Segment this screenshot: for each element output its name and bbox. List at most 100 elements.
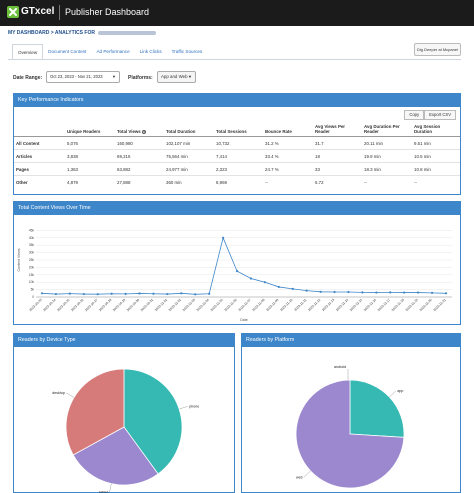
- x-tick-label: 2023-11-02: [168, 298, 182, 312]
- data-point[interactable]: [235, 270, 239, 273]
- device-chart-title: Readers by Device Type: [14, 334, 234, 347]
- data-point[interactable]: [208, 292, 211, 295]
- platforms-select[interactable]: App and Web ▼: [157, 71, 196, 83]
- kpi-cell: 33: [313, 162, 362, 176]
- info-icon[interactable]: ?: [141, 129, 146, 134]
- export-csv-button[interactable]: Export CSV: [424, 110, 456, 120]
- platforms-label: Platforms:: [128, 75, 153, 81]
- platform-pie-chart: app web android: [295, 365, 405, 489]
- pie-slice-desktop[interactable]: [65, 368, 125, 456]
- x-tick-label: 2023-10-23: [28, 298, 43, 313]
- top-bar: GTxcel Publisher Dashboard: [0, 0, 474, 26]
- data-point[interactable]: [319, 290, 322, 293]
- x-tick-label: 2023-10-24: [42, 298, 57, 313]
- x-tick-label: 2023-11-14: [335, 298, 349, 312]
- x-tick-label: 2023-11-03: [182, 298, 196, 312]
- slice-leader-line: [66, 392, 75, 398]
- tab-ad-performance[interactable]: Ad Performance: [96, 49, 130, 54]
- x-tick-label: 2023-11-12: [307, 298, 321, 312]
- breadcrumb-root[interactable]: MY DASHBOARD: [8, 30, 50, 36]
- data-point[interactable]: [40, 292, 44, 295]
- data-point[interactable]: [96, 293, 99, 296]
- data-point[interactable]: [305, 289, 308, 292]
- data-point[interactable]: [389, 291, 392, 294]
- kpi-panel: Key Performance Indicators Copy Export C…: [13, 93, 461, 195]
- device-type-panel: Readers by Device Type phone tablet deskto…: [13, 333, 235, 493]
- data-point[interactable]: [124, 292, 127, 295]
- tab-link-clicks[interactable]: Link Clicks: [139, 49, 162, 54]
- data-point[interactable]: [444, 292, 448, 295]
- data-point[interactable]: [417, 291, 420, 294]
- data-point[interactable]: [138, 292, 141, 295]
- kpi-cell: 10.5 min: [412, 149, 460, 163]
- data-point[interactable]: [403, 291, 406, 294]
- table-row: Other 4,879 27,888 360 min 8,969 -- 5.72 -- --: [14, 175, 460, 189]
- kpi-cell: 2,323: [214, 162, 263, 176]
- tab-overview[interactable]: Overview: [12, 44, 44, 60]
- data-point[interactable]: [375, 291, 378, 294]
- data-point[interactable]: [361, 291, 364, 294]
- pie-slice-phone[interactable]: [123, 368, 183, 475]
- tab-traffic-sources[interactable]: Traffic Sources: [171, 49, 203, 54]
- date-range-value: Oct 23, 2023 - Nov 21, 2023: [50, 74, 103, 79]
- data-point[interactable]: [277, 285, 280, 289]
- data-point[interactable]: [222, 236, 225, 239]
- data-point[interactable]: [152, 292, 155, 295]
- data-point[interactable]: [263, 281, 266, 284]
- x-tick-label: 2023-11-13: [321, 298, 335, 312]
- slice-label: app: [397, 389, 403, 393]
- y-tick-label: 0: [32, 295, 34, 299]
- kpi-cell: 31.7: [313, 136, 362, 150]
- y-axis-title: Content Views: [17, 248, 21, 271]
- date-range-label: Date Range:: [13, 75, 43, 81]
- data-point[interactable]: [430, 291, 434, 294]
- x-tick-label: 2023-11-17: [377, 298, 391, 312]
- data-point[interactable]: [68, 292, 71, 295]
- data-point[interactable]: [82, 292, 85, 296]
- kpi-cell: 18.3 min: [362, 162, 412, 176]
- data-point[interactable]: [249, 277, 253, 280]
- kpi-cell: 160,980: [115, 136, 164, 150]
- breadcrumb-current: ANALYTICS FOR: [54, 30, 95, 36]
- kpi-col-header: Total Sessions: [214, 123, 263, 137]
- kpi-cell: 3,838: [65, 149, 115, 163]
- date-range-input[interactable]: Oct 23, 2023 - Nov 21, 2023 ▼: [46, 71, 120, 83]
- data-point[interactable]: [180, 292, 183, 295]
- kpi-header-row: Unique Readers Total Views ? Total Durat…: [14, 123, 460, 137]
- app-title: Publisher Dashboard: [65, 7, 150, 17]
- data-point[interactable]: [333, 290, 336, 294]
- x-tick-label: 2023-11-21: [433, 298, 447, 312]
- slice-label-android: android: [334, 365, 346, 369]
- data-point[interactable]: [54, 292, 58, 296]
- platform-panel: Readers by Platform app web android: [241, 333, 461, 493]
- y-tick-label: 45k: [29, 228, 35, 232]
- kpi-cell: 5,076: [65, 136, 115, 150]
- data-point[interactable]: [110, 292, 113, 295]
- kpi-cell: --: [412, 175, 460, 189]
- data-point[interactable]: [194, 293, 197, 296]
- pie-slice-app[interactable]: [349, 379, 405, 438]
- kpi-cell: 31.2 %: [263, 136, 313, 150]
- slice-label: desktop: [52, 391, 65, 395]
- kpi-cell: 9.51 min: [412, 136, 460, 150]
- dig-deeper-button[interactable]: Dig Deeper at Mcpanel: [414, 43, 461, 56]
- copy-button[interactable]: Copy: [404, 110, 425, 120]
- x-tick-label: 2023-11-01: [154, 298, 168, 312]
- x-tick-label: 2023-10-31: [140, 298, 155, 313]
- tab-bar: Overview Document Content Ad Performance…: [12, 44, 207, 60]
- x-tick-label: 2023-10-30: [126, 298, 141, 313]
- breadcrumb: MY DASHBOARD > ANALYTICS FOR: [8, 30, 157, 36]
- slice-label: phone: [189, 404, 199, 408]
- data-point[interactable]: [347, 290, 350, 294]
- x-tick-label: 2023-11-05: [210, 298, 224, 312]
- slice-label: web: [296, 475, 303, 479]
- x-tick-label: 2023-11-20: [419, 298, 433, 312]
- tab-document-content[interactable]: Document Content: [48, 49, 87, 54]
- data-point[interactable]: [291, 287, 294, 290]
- data-point[interactable]: [166, 292, 169, 296]
- table-row: Pages 1,363 63,882 24,977 min 2,323 24.7 % 33 1…: [14, 162, 460, 176]
- kpi-cell: 63,882: [115, 162, 164, 176]
- kpi-cell: 360 min: [164, 175, 214, 189]
- x-tick-label: 2023-10-28: [98, 298, 113, 313]
